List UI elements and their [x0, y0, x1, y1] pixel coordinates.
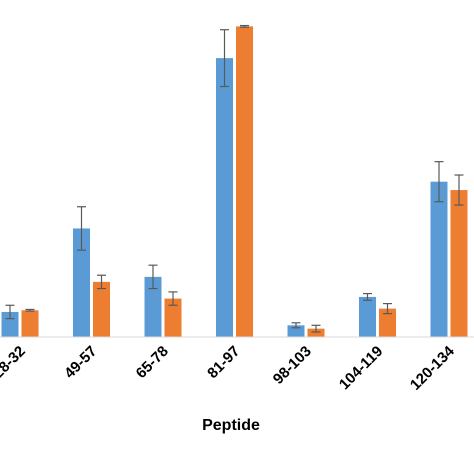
error-bar-series-2-81-97	[240, 24, 249, 28]
x-tick-labels: 28-32 49-57 65-78 81-97 98-103 104-119 120-134	[0, 342, 458, 393]
error-bars-layer	[5, 24, 464, 333]
x-tick-label: 81-97	[204, 343, 243, 382]
bar-series-2-81-97	[236, 26, 253, 337]
x-tick-label: 65-78	[133, 343, 172, 382]
error-bar-series-1-104-119	[363, 292, 372, 301]
bar-series-1-120-134	[430, 181, 448, 337]
bar-series-1-104-119	[359, 296, 376, 337]
error-bar-series-2-49-57	[97, 274, 106, 290]
bar-series-2-98-103	[307, 328, 325, 337]
bar-series-2-49-57	[93, 281, 110, 337]
bar-series-1-65-78	[144, 276, 162, 337]
error-bar-series-1-28-32	[5, 304, 15, 320]
x-axis-title: Peptide	[202, 417, 260, 434]
error-bar-series-1-49-57	[77, 206, 86, 251]
error-bar-series-2-120-134	[454, 174, 464, 206]
bar-series-2-65-78	[164, 298, 182, 337]
x-tick-label: 104-119	[336, 343, 386, 393]
error-bar-series-1-81-97	[220, 29, 229, 88]
error-bar-series-1-98-103	[291, 322, 301, 329]
bar-series-2-104-119	[379, 308, 396, 337]
x-tick-label: 98-103	[270, 343, 315, 388]
error-bar-series-2-28-32	[25, 308, 35, 312]
error-bar-series-2-104-119	[383, 303, 392, 315]
error-bar-series-2-98-103	[311, 324, 321, 333]
bars-layer	[1, 26, 468, 338]
bar-series-2-120-134	[450, 190, 468, 337]
bar-series-1-81-97	[216, 58, 233, 338]
x-tick-label: 49-57	[61, 343, 100, 382]
bar-series-2-28-32	[21, 310, 39, 337]
bar-series-1-49-57	[73, 228, 90, 337]
error-bar-series-2-65-78	[168, 291, 178, 306]
x-tick-label: 28-32	[0, 343, 29, 382]
x-tick-label: 120-134	[407, 342, 458, 393]
bar-series-1-98-103	[287, 325, 305, 337]
error-bar-series-1-120-134	[434, 161, 444, 203]
error-bar-series-1-65-78	[148, 264, 158, 290]
